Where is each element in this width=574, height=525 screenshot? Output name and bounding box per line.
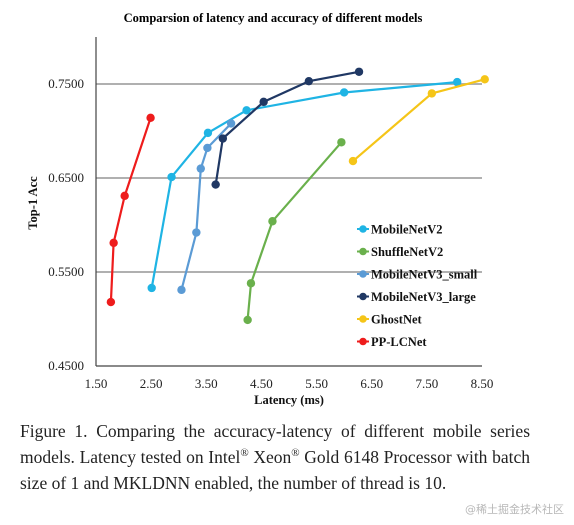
data-point-mobilenetv3-large [304, 76, 314, 86]
legend-marker-ghostnet [359, 315, 367, 323]
data-point-ghostnet [427, 89, 437, 98]
data-point-mobilenetv2 [167, 172, 176, 182]
legend-label-mobilenetv2: MobileNetV2 [371, 223, 443, 237]
grid-lines [96, 83, 482, 273]
data-point-mobilenetv2 [339, 88, 349, 97]
legend-marker-mobilenetv3-small [359, 270, 367, 278]
registered-mark-1: ® [240, 447, 249, 460]
y-tick-labels: 0.4500 0.5500 0.6500 0.7500 [48, 76, 84, 373]
legend-marker-mobilenetv3-large [359, 292, 367, 301]
data-point-pp-lcnet [109, 238, 118, 248]
data-point-mobilenetv3-small [177, 285, 186, 295]
data-point-ghostnet [348, 156, 358, 166]
y-tick-label: 0.6500 [48, 170, 84, 185]
data-point-pp-lcnet [120, 191, 129, 201]
data-point-shufflenetv2 [246, 279, 256, 288]
legend-label-mobilenetv3-large: MobileNetV3_large [371, 290, 476, 304]
data-point-mobilenetv3-large [259, 97, 268, 107]
caption-part-3: Gold 6148 Processor with batch size of 1… [20, 447, 530, 493]
data-point-shufflenetv2 [243, 315, 252, 325]
latency-accuracy-chart: Comparsion of latency and accuracy of di… [26, 11, 494, 407]
legend-label-mobilenetv3-small: MobileNetV3_small [371, 268, 478, 282]
y-tick-label: 0.7500 [48, 76, 84, 91]
data-point-pp-lcnet [106, 297, 116, 307]
data-point-mobilenetv3-large [218, 134, 228, 143]
legend-marker-shufflenetv2 [359, 247, 367, 256]
legend: MobileNetV2 ShuffleNetV2 MobileNetV3_small… [357, 223, 478, 349]
x-axis-label: Latency (ms) [254, 393, 324, 407]
legend-label-pp-lcnet: PP-LCNet [371, 335, 427, 349]
x-tick-labels: 1.50 2.50 3.50 4.50 5.50 6.50 7.50 8.50 [85, 376, 494, 391]
data-point-mobilenetv3-small [203, 143, 212, 153]
data-point-mobilenetv3-large [354, 67, 364, 76]
x-tick-label: 8.50 [471, 376, 494, 391]
data-point-mobilenetv3-small [196, 164, 205, 173]
data-point-shufflenetv2 [268, 217, 277, 226]
x-tick-label: 3.50 [195, 376, 218, 391]
series-line-mobilenetv3-large [214, 70, 360, 185]
x-tick-label: 7.50 [415, 376, 438, 391]
series-line-mobilenetv2 [150, 81, 458, 289]
legend-label-ghostnet: GhostNet [371, 313, 423, 327]
x-tick-label: 6.50 [360, 376, 383, 391]
data-point-mobilenetv2 [203, 128, 213, 138]
series-group [106, 67, 489, 325]
data-point-shufflenetv2 [337, 138, 346, 147]
y-tick-label: 0.5500 [48, 264, 84, 279]
data-point-mobilenetv3-large [211, 180, 220, 189]
watermark: @稀土掘金技术社区 [465, 503, 564, 516]
data-point-mobilenetv2 [147, 283, 156, 293]
caption-part-1: Figure 1. Comparing the accuracy-latency… [20, 421, 530, 467]
data-point-ghostnet [480, 75, 489, 84]
axes [95, 37, 482, 367]
series-line-pp-lcnet [109, 117, 152, 303]
data-point-mobilenetv3-small [226, 119, 236, 128]
caption-part-2: Xeon [248, 447, 292, 467]
series-line-ghostnet [352, 78, 486, 162]
x-tick-label: 2.50 [140, 376, 163, 391]
legend-label-shufflenetv2: ShuffleNetV2 [371, 245, 443, 259]
data-point-pp-lcnet [146, 113, 155, 123]
legend-marker-pp-lcnet [359, 337, 367, 346]
figure-caption: Figure 1. Comparing the accuracy-latency… [20, 418, 530, 496]
chart-title: Comparsion of latency and accuracy of di… [124, 11, 423, 25]
data-point-mobilenetv2 [452, 77, 462, 87]
series-line-shufflenetv2 [246, 141, 343, 321]
x-tick-label: 5.50 [305, 376, 328, 391]
data-point-mobilenetv3-small [192, 228, 201, 237]
data-point-mobilenetv2 [242, 106, 251, 115]
x-tick-label: 4.50 [250, 376, 273, 391]
registered-mark-2: ® [291, 447, 300, 460]
legend-marker-mobilenetv2 [359, 225, 367, 233]
y-tick-label: 0.4500 [48, 358, 84, 373]
x-tick-label: 1.50 [85, 376, 108, 391]
y-axis-label: Top-1 Acc [26, 176, 40, 230]
